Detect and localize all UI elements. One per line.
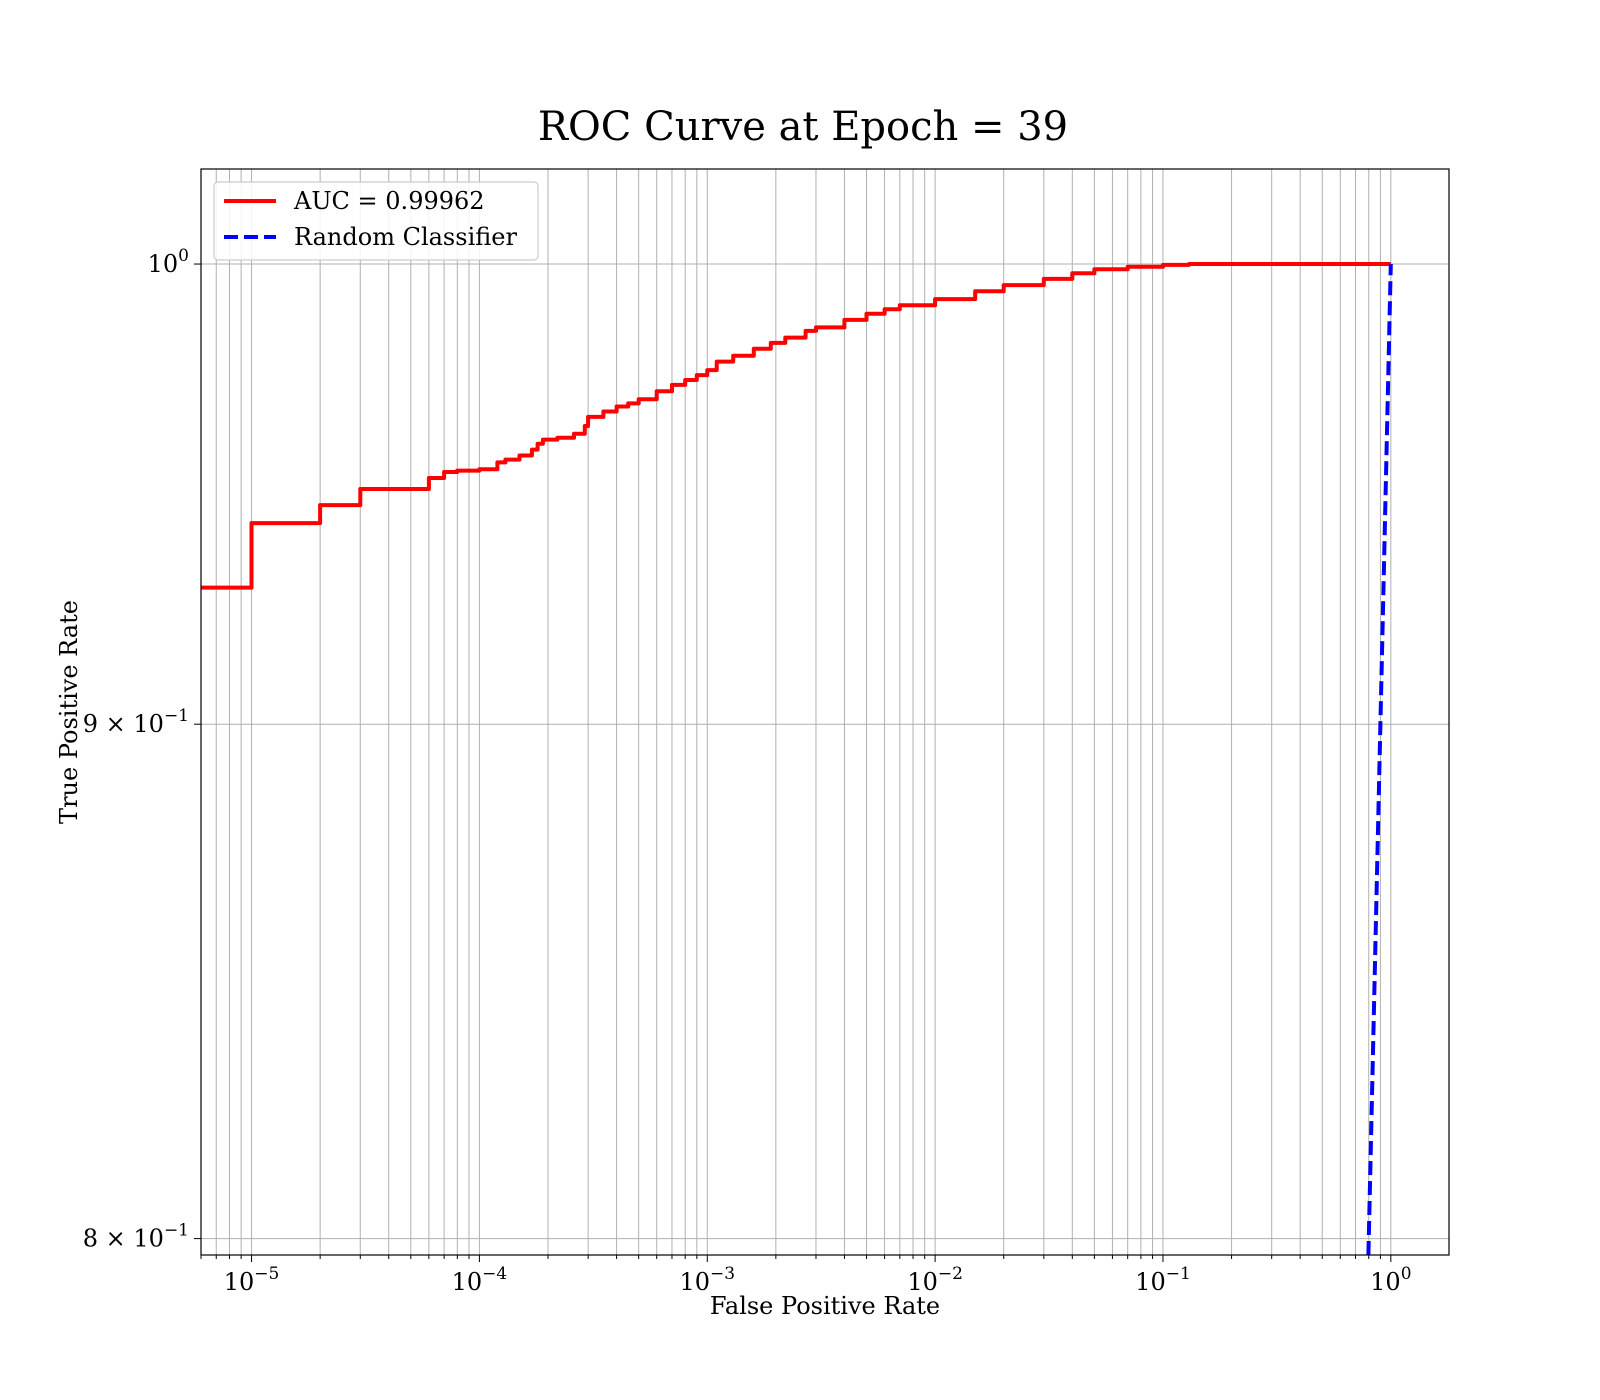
series-line-0 xyxy=(201,262,1391,590)
legend-label-random-classifier: Random Classifier xyxy=(294,223,517,251)
legend-label-auc: AUC = 0.99962 xyxy=(293,187,485,215)
y-axis: 8 × 10−1 9 × 10−1 100 xyxy=(83,246,201,1253)
x-tick-label: 10−4 xyxy=(452,1264,508,1296)
legend-box xyxy=(213,181,539,261)
x-tick-label: 10−1 xyxy=(1135,1264,1191,1296)
x-axis: 10−5 10−4 10−3 10−2 10−1 100 xyxy=(200,1255,1412,1296)
x-tick-label: 10−2 xyxy=(907,1264,963,1296)
y-tick-label: 8 × 10−1 xyxy=(83,1221,189,1253)
x-tick-label: 10−3 xyxy=(679,1264,735,1296)
series-line-1 xyxy=(1366,263,1393,1255)
plot-area xyxy=(201,262,1393,1255)
y-tick-label: 9 × 10−1 xyxy=(83,706,189,738)
grid-lines xyxy=(200,169,1449,1255)
x-tick-label: 10−5 xyxy=(224,1264,280,1296)
chart-title: ROC Curve at Epoch = 39 xyxy=(538,104,1068,150)
x-tick-label: 100 xyxy=(1370,1264,1411,1296)
y-tick-label: 100 xyxy=(148,246,189,278)
legend: AUC = 0.99962 Random Classifier xyxy=(213,181,539,261)
x-axis-label: False Positive Rate xyxy=(710,1292,940,1320)
y-axis-label: True Positive Rate xyxy=(55,600,83,824)
plot-frame xyxy=(200,168,1450,1256)
